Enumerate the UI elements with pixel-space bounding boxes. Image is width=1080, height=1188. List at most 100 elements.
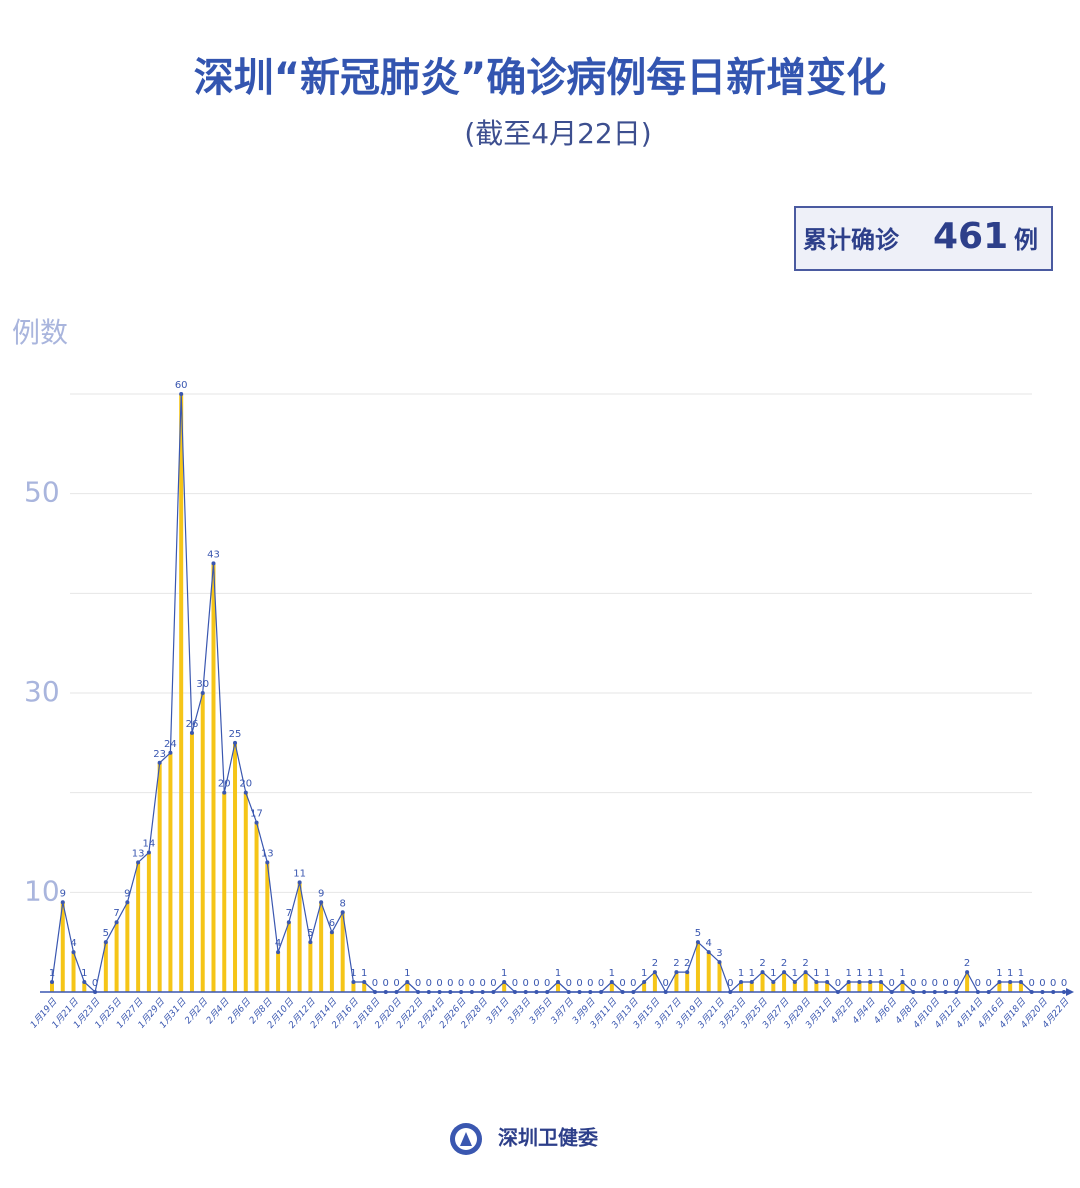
value-label: 1 xyxy=(1007,968,1013,979)
bar xyxy=(997,982,1002,992)
value-label: 2 xyxy=(802,958,808,969)
value-label: 0 xyxy=(393,978,399,989)
point xyxy=(254,820,259,825)
bar xyxy=(771,982,776,992)
x-axis-arrow xyxy=(1066,988,1074,996)
value-label: 9 xyxy=(124,888,130,899)
value-label: 1 xyxy=(641,968,647,979)
value-label: 8 xyxy=(339,898,345,909)
point xyxy=(792,980,797,985)
bars xyxy=(50,394,1023,992)
bar xyxy=(254,822,259,992)
bar xyxy=(857,982,862,992)
y-tick-label: 10 xyxy=(24,874,60,907)
bar xyxy=(265,862,270,992)
point xyxy=(771,980,776,985)
point xyxy=(739,980,744,985)
value-label: 0 xyxy=(576,978,582,989)
bar xyxy=(609,982,614,992)
point xyxy=(502,980,507,985)
point xyxy=(114,920,119,925)
point xyxy=(803,970,808,975)
bar xyxy=(868,982,873,992)
value-label: 1 xyxy=(501,968,507,979)
value-label: 26 xyxy=(186,719,199,730)
value-label: 7 xyxy=(286,908,292,919)
bar xyxy=(157,762,162,992)
value-label: 1 xyxy=(856,968,862,979)
value-label: 4 xyxy=(275,938,281,949)
value-label: 0 xyxy=(1050,978,1056,989)
source-logo xyxy=(450,1123,482,1155)
bar xyxy=(276,952,281,992)
total-box xyxy=(794,206,1053,271)
point xyxy=(243,790,248,795)
point xyxy=(652,970,657,975)
point xyxy=(82,980,87,985)
value-label: 0 xyxy=(92,978,98,989)
value-label: 2 xyxy=(781,958,787,969)
value-label: 14 xyxy=(143,838,156,849)
value-label: 1 xyxy=(996,968,1002,979)
bar xyxy=(82,982,87,992)
bar xyxy=(502,982,507,992)
value-label: 1 xyxy=(404,968,410,979)
bar xyxy=(71,952,76,992)
value-label: 9 xyxy=(318,888,324,899)
grid: 10 30 50 xyxy=(24,393,1032,907)
point xyxy=(717,960,722,965)
value-label: 4 xyxy=(70,938,76,949)
point xyxy=(319,900,324,905)
value-label: 23 xyxy=(153,749,166,760)
value-label: 0 xyxy=(889,978,895,989)
value-label: 0 xyxy=(372,978,378,989)
point xyxy=(857,980,862,985)
point xyxy=(71,950,76,955)
chart-title: 深圳“新冠肺炎”确诊病例每日新增变化 xyxy=(194,55,887,101)
value-label: 0 xyxy=(415,978,421,989)
value-label: 0 xyxy=(953,978,959,989)
y-axis-label: 例数 xyxy=(12,316,68,349)
point xyxy=(965,970,970,975)
value-label: 1 xyxy=(738,968,744,979)
point xyxy=(685,970,690,975)
point xyxy=(825,980,830,985)
value-label: 2 xyxy=(652,958,658,969)
bar xyxy=(846,982,851,992)
bar xyxy=(825,982,830,992)
bar xyxy=(878,982,883,992)
bar xyxy=(674,972,679,992)
point xyxy=(868,980,873,985)
value-label: 3 xyxy=(716,948,722,959)
bar xyxy=(351,982,356,992)
value-label: 1 xyxy=(609,968,615,979)
bar xyxy=(200,693,205,992)
point xyxy=(189,730,194,735)
point xyxy=(146,850,151,855)
bar xyxy=(362,982,367,992)
value-label: 0 xyxy=(975,978,981,989)
value-label: 1 xyxy=(878,968,884,979)
value-label: 0 xyxy=(835,978,841,989)
value-label: 0 xyxy=(630,978,636,989)
value-label: 25 xyxy=(229,729,242,740)
point xyxy=(211,561,216,566)
value-label: 1 xyxy=(361,968,367,979)
source: 深圳卫健委 xyxy=(498,1126,598,1150)
value-label: 0 xyxy=(1039,978,1045,989)
bar xyxy=(329,932,334,992)
point xyxy=(846,980,851,985)
bar xyxy=(340,912,345,992)
bar xyxy=(179,394,184,992)
value-label: 43 xyxy=(207,549,220,560)
y-tick-label: 30 xyxy=(24,675,60,708)
point xyxy=(60,900,65,905)
y-tick-label: 50 xyxy=(24,476,60,509)
value-label: 9 xyxy=(60,888,66,899)
bar xyxy=(1018,982,1023,992)
value-label: 1 xyxy=(867,968,873,979)
point xyxy=(749,980,754,985)
value-label: 6 xyxy=(329,918,335,929)
point xyxy=(609,980,614,985)
